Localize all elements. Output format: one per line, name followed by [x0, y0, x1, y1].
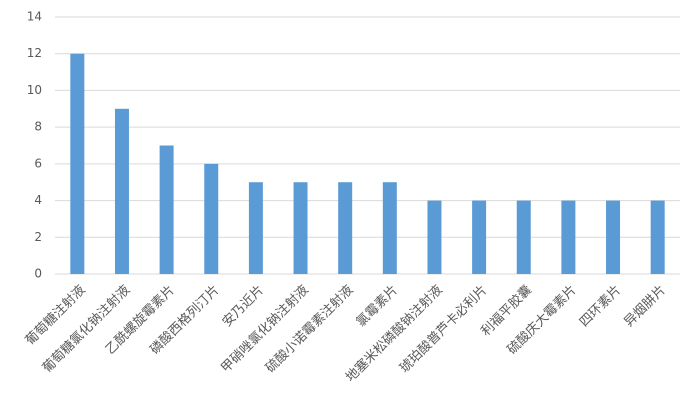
bar: [293, 182, 308, 274]
bar: [204, 163, 219, 274]
bar: [70, 53, 85, 274]
y-tick-label: 0: [34, 267, 42, 281]
y-tick-label: 10: [27, 83, 42, 97]
bar: [114, 108, 129, 275]
x-tick-label: 琥珀酸普芦卡必利片: [397, 283, 490, 376]
bar: [606, 200, 621, 274]
bar: [159, 145, 174, 274]
bar: [382, 182, 397, 274]
bar: [516, 200, 531, 274]
x-tick-label: 甲硝唑氯化钠注射液: [218, 282, 312, 376]
bar: [472, 200, 487, 274]
bar: [650, 200, 665, 274]
x-tick-label: 硫酸小诺霉素注射液: [262, 282, 356, 376]
x-tick-label: 异烟肼片: [622, 283, 669, 330]
y-tick-label: 6: [34, 156, 42, 170]
bar: [427, 200, 442, 274]
x-tick-label: 葡萄糖氯化钠注射液: [39, 282, 133, 376]
x-tick-label: 四环素片: [577, 283, 624, 330]
y-tick-label: 12: [27, 46, 42, 60]
y-tick-label: 2: [34, 230, 42, 244]
y-tick-label: 8: [34, 120, 42, 134]
bar: [248, 182, 263, 274]
y-tick-label: 4: [34, 193, 42, 207]
y-tick-label: 14: [27, 10, 42, 24]
bar: [338, 182, 353, 274]
bar: [561, 200, 576, 274]
